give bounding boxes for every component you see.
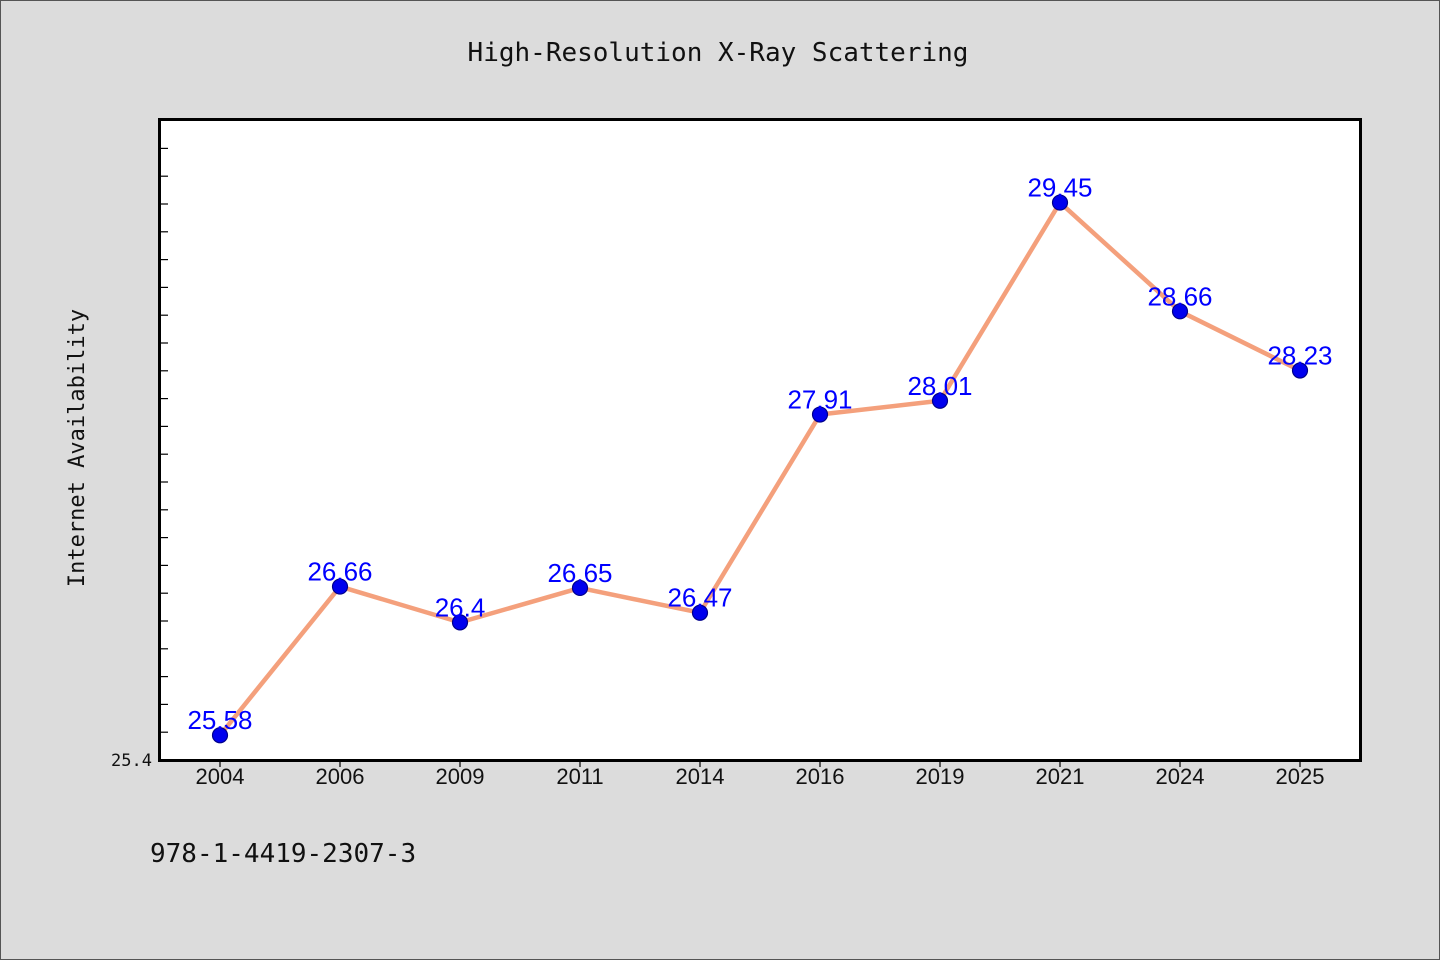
x-tick-label: 2006	[316, 764, 365, 789]
chart-title: High-Resolution X-Ray Scattering	[468, 38, 969, 68]
data-point	[1291, 362, 1309, 379]
x-tick-label: 2004	[196, 764, 245, 789]
plot-area	[158, 118, 1362, 762]
isbn-footnote: 978-1-4419-2307-3	[150, 839, 416, 869]
data-point	[691, 604, 709, 621]
data-label: 25.58	[187, 705, 252, 735]
data-label: 28.66	[1147, 281, 1212, 311]
data-label: 26.47	[667, 583, 732, 613]
y-axis-tick-labels: 25.4	[111, 751, 152, 771]
data-point	[811, 406, 829, 423]
data-label: 26.65	[547, 558, 612, 588]
data-point	[451, 614, 469, 631]
x-tick-label: 2011	[556, 764, 603, 789]
x-axis-ticks	[219, 760, 1301, 767]
data-point	[211, 727, 229, 744]
y-axis-ticks	[160, 147, 168, 761]
data-label: 26.4	[435, 592, 486, 622]
x-tick-label: 2025	[1276, 764, 1325, 789]
x-tick-label: 2019	[916, 764, 965, 789]
data-point	[1051, 194, 1069, 211]
x-tick-label: 2009	[436, 764, 485, 789]
x-tick-label: 2024	[1156, 764, 1205, 789]
data-point	[1171, 303, 1189, 320]
x-tick-label: 2021	[1036, 764, 1085, 789]
data-label: 27.91	[787, 385, 852, 415]
data-label: 26.66	[307, 557, 372, 587]
data-point	[331, 578, 349, 595]
x-tick-label: 2014	[676, 764, 725, 789]
x-tick-label: 2016	[796, 764, 845, 789]
y-tick-label: 25.4	[111, 751, 152, 771]
x-axis-tick-labels: 2004 2006 2009 2011 2014 2016 2019 2021 2024 2025	[196, 764, 1325, 789]
data-point	[571, 579, 589, 597]
data-label: 28.01	[907, 371, 972, 401]
data-labels: 25.58 26.66 26.4 26.65 26.47 27.91 28.01 29.45 2…	[187, 173, 1332, 736]
series-layer	[211, 194, 1309, 744]
series-line	[217, 200, 1303, 738]
data-label: 28.23	[1267, 340, 1332, 370]
y-axis-label: Internet Availability	[65, 309, 90, 587]
data-point	[931, 392, 949, 409]
data-label: 29.45	[1027, 173, 1092, 203]
